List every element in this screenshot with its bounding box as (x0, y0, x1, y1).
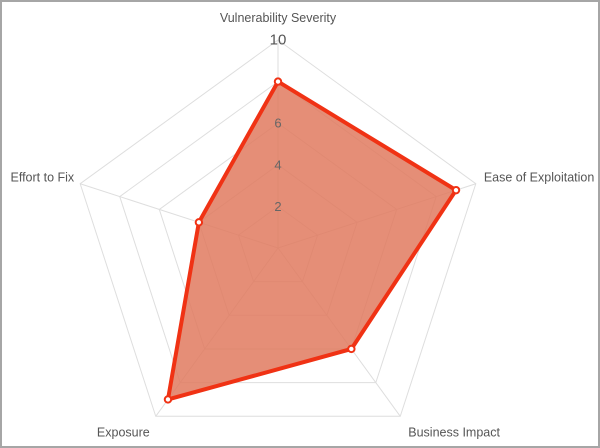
axis-label-effort-to-fix: Effort to Fix (10, 171, 74, 185)
series-layer (163, 77, 461, 404)
tick-label: 6 (274, 116, 281, 131)
tick-label: 10 (270, 32, 287, 49)
axis-label-exposure: Exposure (97, 425, 150, 439)
axis-label-vulnerability-severity: Vulnerability Severity (220, 11, 337, 25)
axis-label-business-impact: Business Impact (408, 425, 500, 439)
grid-ring (79, 39, 477, 417)
axis-label-ease-of-exploitation: Ease of Exploitation (484, 171, 595, 185)
series-area (165, 78, 459, 403)
tick-label: 4 (274, 157, 281, 172)
tick-labels: 2 4 6 10 (270, 32, 287, 214)
data-point-ease-of-exploitation[interactable] (451, 185, 461, 195)
axis-labels: Vulnerability Severity Ease of Exploitati… (10, 11, 594, 439)
data-point-exposure[interactable] (163, 395, 173, 404)
data-point-vulnerability-severity[interactable] (273, 77, 283, 86)
data-point-effort-to-fix[interactable] (194, 218, 204, 227)
tick-label: 2 (274, 199, 281, 214)
data-point-business-impact[interactable] (347, 344, 356, 354)
